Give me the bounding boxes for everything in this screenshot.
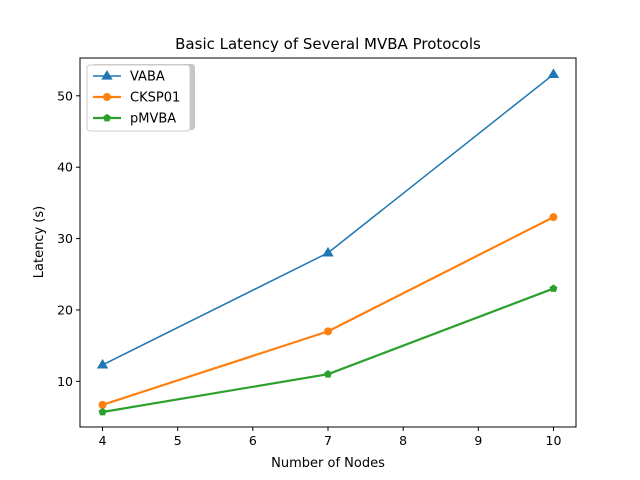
legend-box [86,64,191,132]
x-tick-label: 8 [399,433,407,448]
data-point-pmvba [324,369,332,378]
legend-label-cksp01: CKSP01 [130,91,180,106]
data-point-cksp01 [549,213,558,222]
plot-area [96,68,560,416]
legend-label-pmvba: pMVBA [130,112,176,127]
x-tick-label: 4 [99,433,107,448]
x-tick-label: 10 [546,433,562,448]
legend-marker-vaba [101,70,113,80]
data-point-vaba [96,358,109,369]
y-axis: 10 20 30 40 50 [57,88,80,389]
y-tick-label: 20 [57,302,73,317]
y-tick-label: 40 [57,160,73,175]
y-tick-label: 30 [57,231,73,246]
legend-entry-vaba: VABA [93,70,165,85]
data-point-vaba [547,68,560,79]
data-point-vaba [322,246,334,257]
chart-title: Basic Latency of Several MVBA Protocols [175,35,481,53]
x-tick-label: 7 [324,433,332,448]
series-cksp01 [98,213,558,409]
x-tick-label: 5 [174,433,182,448]
y-tick-label: 50 [57,88,73,103]
y-axis-label: Latency (s) [32,206,47,278]
data-point-cksp01 [324,327,332,336]
x-tick-label: 9 [474,433,482,448]
legend-label-vaba: VABA [130,70,165,85]
x-axis-label: Number of Nodes [271,456,385,471]
x-axis: 4 5 6 7 8 9 10 [99,427,562,448]
series-pmvba [98,284,558,416]
legend-entry-cksp01: CKSP01 [93,91,180,106]
legend: VABA CKSP01 pMVBA [86,64,195,132]
data-point-pmvba [549,284,558,292]
data-point-pmvba [98,407,107,416]
x-tick-label: 6 [249,433,257,448]
legend-entry-pmvba: pMVBA [93,112,176,127]
legend-marker-cksp01 [103,93,111,101]
legend-marker-pmvba [103,113,111,122]
data-point-cksp01 [98,400,107,409]
series-vaba [96,68,560,369]
y-tick-label: 10 [57,374,73,389]
